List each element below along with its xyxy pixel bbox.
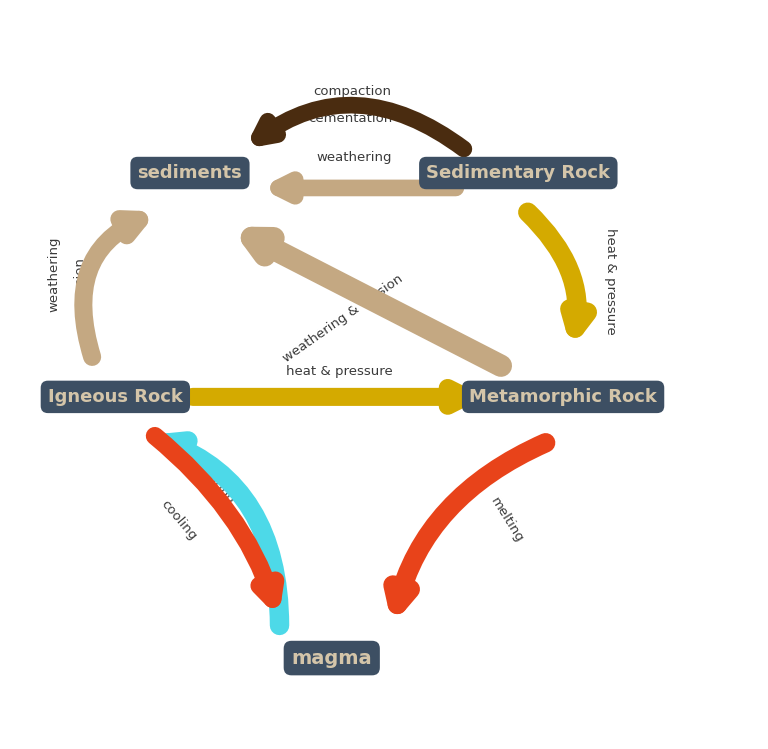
Text: magma: magma (291, 649, 372, 667)
Text: melting: melting (488, 495, 526, 545)
Text: heat & pressure: heat & pressure (286, 366, 392, 378)
Text: heat & pressure: heat & pressure (604, 228, 617, 335)
Text: weathering: weathering (48, 236, 61, 312)
Text: Sedimentary Rock: Sedimentary Rock (426, 164, 611, 182)
Text: compaction: compaction (313, 85, 392, 98)
Text: weathering: weathering (316, 151, 392, 164)
Text: Metamorphic Rock: Metamorphic Rock (469, 388, 657, 406)
Text: erosion: erosion (73, 257, 86, 306)
Text: sediments: sediments (137, 164, 243, 182)
Text: erosion: erosion (329, 184, 379, 196)
Text: cementation: cementation (308, 112, 392, 124)
Text: weathering & erosion: weathering & erosion (280, 272, 406, 365)
Text: melting: melting (195, 458, 237, 507)
Text: Igneous Rock: Igneous Rock (48, 388, 183, 406)
Text: cooling: cooling (158, 497, 199, 542)
